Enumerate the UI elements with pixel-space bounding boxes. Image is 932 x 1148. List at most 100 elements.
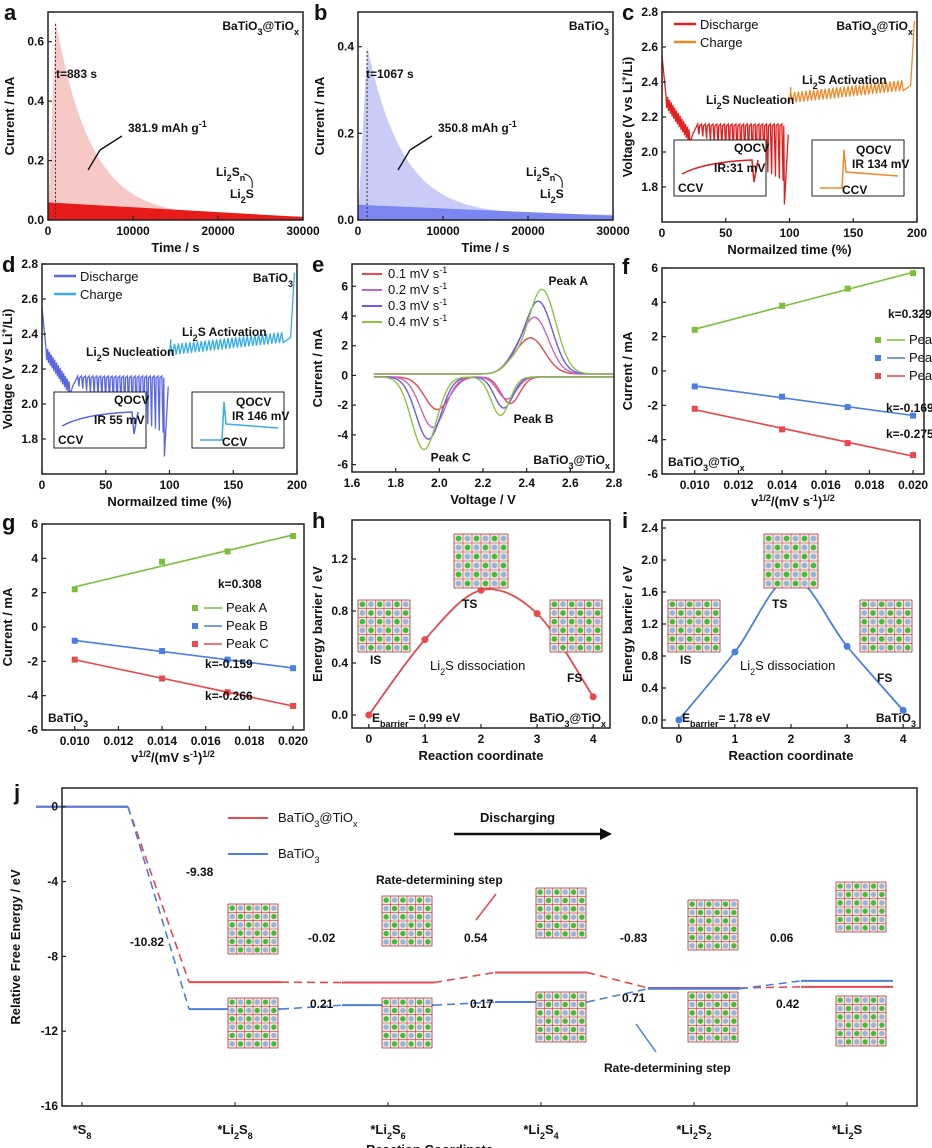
red-step-value: 0.06 <box>770 931 794 945</box>
lattice-atom <box>845 900 852 906</box>
lattice-atom <box>706 918 712 924</box>
energy-connector <box>739 986 802 989</box>
lattice-top-3 <box>687 899 739 951</box>
lattice-atom <box>408 999 414 1005</box>
lattice-atom <box>879 1039 885 1045</box>
lattice-atom <box>425 905 431 912</box>
y-tick-label: 0.2 <box>337 126 354 140</box>
energy-point <box>731 648 739 656</box>
lattice-atom <box>845 1005 852 1012</box>
inset-ccv: CCV <box>222 435 247 449</box>
lattice-atom <box>697 1035 704 1041</box>
x-tick-label: 100 <box>779 226 799 240</box>
x-tick-label: 10000 <box>426 224 460 238</box>
lattice-atom <box>689 1010 695 1016</box>
y-axis-label: Relative Free Energy / eV <box>8 869 23 1025</box>
lattice-atom <box>722 901 729 907</box>
panel-sample-label: BaTiO3@TiOx <box>836 19 913 37</box>
panel-c: c 0 50 100 150 200 1.8 2.0 2.2 2.4 2.6 2.8 Voltage (… <box>619 0 927 257</box>
lattice-atom <box>792 553 799 560</box>
lattice-atom <box>774 562 781 569</box>
lattice-atom <box>416 914 423 920</box>
lattice-ts <box>763 533 819 589</box>
lattice-atom <box>425 1024 431 1030</box>
lattice-atom <box>271 913 277 920</box>
lattice-atom <box>408 914 414 920</box>
lattice-bottom-3 <box>687 991 739 1043</box>
inset-ccv: CCV <box>678 181 703 195</box>
lattice-atom <box>416 999 423 1005</box>
lattice-atom <box>862 900 868 906</box>
data-point <box>224 548 231 555</box>
lattice-atom <box>229 905 235 911</box>
x-axis-label: Reaction coordinate <box>729 748 854 763</box>
x-tick-label: 0 <box>355 224 362 238</box>
lattice-atom <box>669 636 676 642</box>
lattice-atom <box>359 601 366 608</box>
lattice-atom <box>706 909 712 916</box>
charge-curve <box>788 20 916 104</box>
lattice-atom <box>482 544 489 551</box>
state-ts: TS <box>462 597 477 611</box>
y-tick-label: -8 <box>47 949 58 963</box>
inset-ccv: CCV <box>58 433 83 447</box>
lattice-atom <box>229 1032 235 1039</box>
lattice-atom <box>551 610 558 616</box>
y-tick-label: 0 <box>51 800 58 814</box>
y-tick-label: 0.2 <box>27 154 44 168</box>
lattice-atom <box>455 562 462 569</box>
peak-a-label: Peak A <box>549 274 589 288</box>
lattice-atom <box>537 914 543 920</box>
x-tick-label: 20000 <box>511 224 545 238</box>
lattice-atom <box>383 930 389 937</box>
lattice-atom <box>706 1026 712 1033</box>
lattice-atom <box>570 889 577 895</box>
lattice-atom <box>391 1007 398 1014</box>
inset-charge <box>811 139 905 197</box>
y-tick-label: 4 <box>31 551 38 565</box>
inset-charge-curve <box>200 401 279 441</box>
lattice-atom <box>862 1030 868 1037</box>
x-tick-label: 0.020 <box>898 478 928 492</box>
lattice-fs <box>549 599 603 653</box>
energy-point <box>589 693 597 701</box>
lattice-atom <box>560 601 566 608</box>
x-tick-label: 30000 <box>286 224 320 238</box>
y-tick-label: 0.0 <box>641 713 658 727</box>
energy-point <box>843 642 851 650</box>
rds-blue-arrow <box>635 1023 657 1053</box>
energy-point <box>899 706 907 714</box>
lattice-atom <box>845 925 852 931</box>
x-tick-label: *Li2S <box>832 1122 863 1141</box>
lattice-atom <box>562 1026 568 1033</box>
lattice-atom <box>385 601 392 608</box>
y-axis-label: Energy barrier / eV <box>620 566 635 682</box>
lattice-atom <box>586 610 592 616</box>
x-axis-label: v1/2/(mV s-1)1/2 <box>131 749 215 765</box>
lattice-atom <box>491 535 498 542</box>
data-point <box>159 558 166 565</box>
lattice-atom <box>870 601 876 608</box>
x-tick-label: 0 <box>365 732 372 746</box>
lattice-atom <box>551 644 558 651</box>
lattice-atom <box>271 1024 277 1030</box>
legend-scan-rate: 0.3 mV s-1 <box>388 297 447 313</box>
lattice-atom <box>801 553 808 560</box>
lattice-atom <box>854 908 860 914</box>
lattice-atom <box>229 947 235 953</box>
lattice-atom <box>837 1030 843 1037</box>
lattice-atom <box>368 644 374 651</box>
lattice-atom <box>562 906 568 912</box>
inset-qocv: QOCV <box>236 395 271 409</box>
y-tick-label: 2.8 <box>641 5 658 19</box>
red-step-value: -0.02 <box>308 931 336 945</box>
x-tick-label: 150 <box>843 226 863 240</box>
lattice-atom <box>562 1035 568 1041</box>
lattice-atom <box>482 562 489 569</box>
lattice-atom <box>262 905 269 911</box>
lattice-atom <box>904 610 911 616</box>
lattice-atom <box>376 618 383 625</box>
lattice-atom <box>879 925 885 931</box>
lattice-atom <box>400 999 406 1005</box>
peak-time-label: t=1067 s <box>366 67 414 81</box>
